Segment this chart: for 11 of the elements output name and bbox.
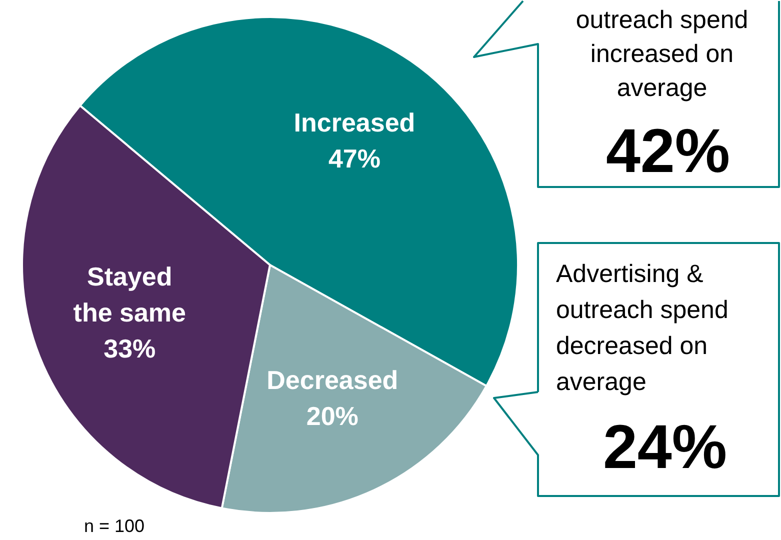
- text: n = 100: [84, 516, 145, 536]
- text: outreach spend increased on average: [576, 6, 748, 102]
- slice-label: Decreased: [266, 364, 398, 395]
- slice-label: Increased: [294, 107, 416, 138]
- data-label: 47%: [328, 143, 381, 174]
- text: 42%: [606, 117, 730, 186]
- data-label: 33%: [104, 333, 156, 364]
- slice-label: Stayed the same: [73, 261, 186, 328]
- text: Advertising & outreach spend decreased on average: [556, 260, 728, 396]
- data-label: 20%: [306, 400, 358, 431]
- text: 24%: [602, 413, 728, 482]
